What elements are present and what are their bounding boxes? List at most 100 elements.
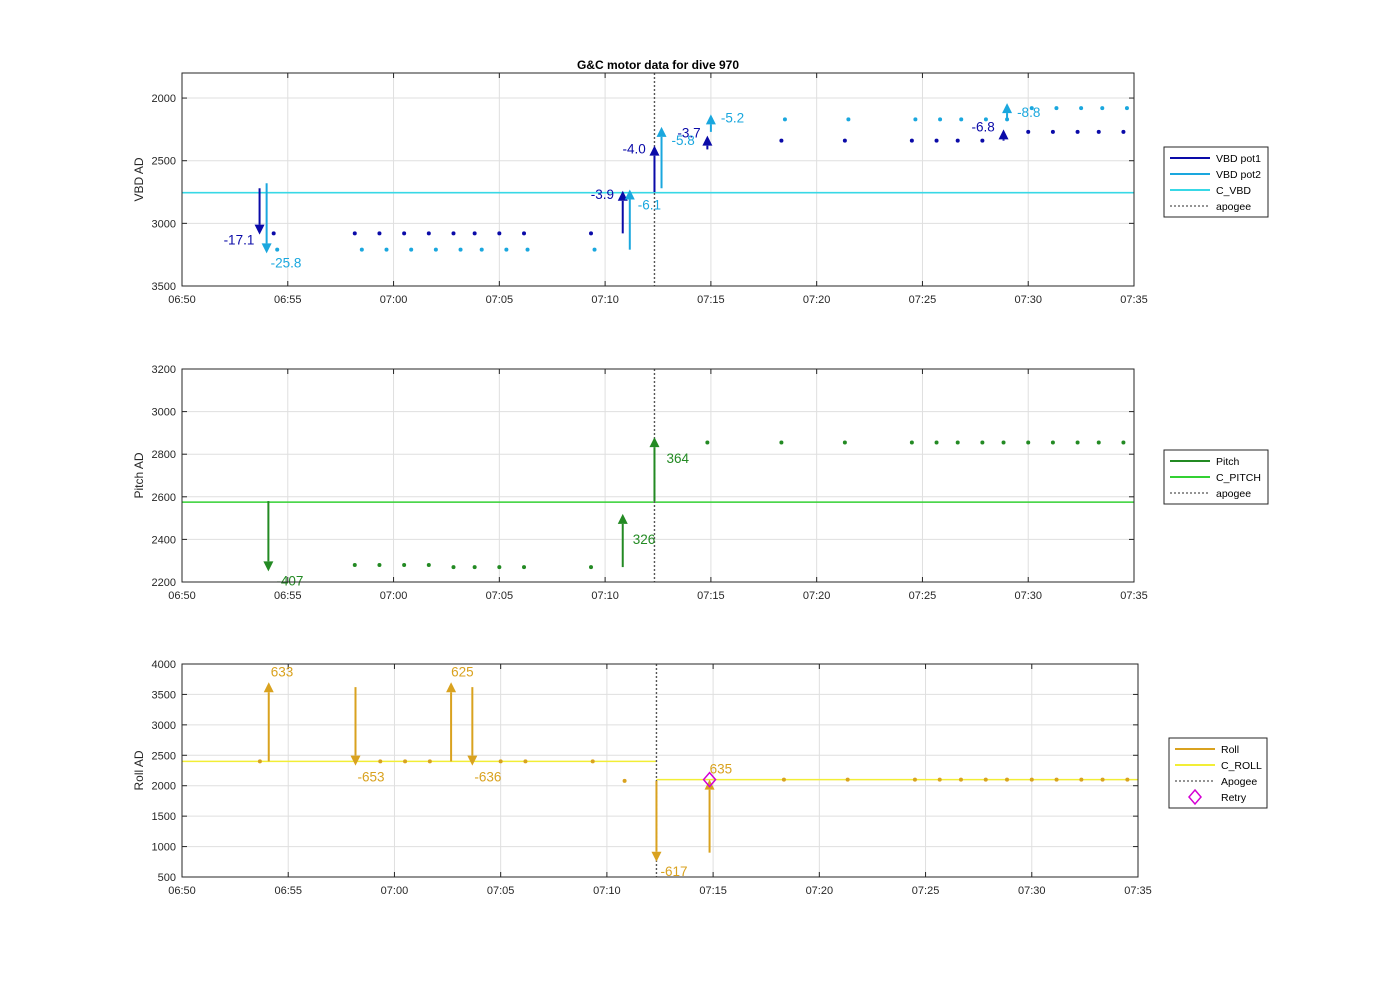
data-point-vbd-pot2 — [1029, 106, 1034, 111]
x-tick-label: 07:10 — [591, 294, 619, 306]
data-point-vbd-pot1 — [472, 231, 477, 236]
data-point-vbd-pot1 — [377, 231, 382, 236]
move-arrow-head — [263, 682, 274, 693]
data-point-roll — [523, 759, 528, 764]
data-point-vbd-pot1 — [1096, 129, 1101, 134]
y-tick-label: 3000 — [152, 218, 176, 230]
data-point-pitch — [955, 440, 960, 445]
y-tick-label: 2500 — [152, 156, 176, 168]
legend: Roll C_ROLL Apogee Retry — [1168, 737, 1268, 809]
data-point-vbd-pot2 — [359, 247, 364, 252]
data-point-vbd-pot2 — [1124, 106, 1129, 111]
plot-area — [182, 73, 1134, 286]
data-point-pitch — [472, 565, 477, 570]
data-point-vbd-pot1 — [980, 138, 985, 143]
plot-area — [182, 664, 1138, 877]
x-tick-label: 07:30 — [1018, 885, 1046, 897]
data-point-vbd-pot2 — [1054, 106, 1059, 111]
y-tick-label: 2000 — [152, 781, 176, 793]
data-point-pitch — [909, 440, 914, 445]
data-point-vbd-pot2 — [458, 247, 463, 252]
data-point-pitch — [1001, 440, 1006, 445]
data-point-pitch — [1075, 440, 1080, 445]
data-point-vbd-pot1 — [1075, 129, 1080, 134]
move-arrow-head — [649, 145, 660, 156]
data-point-vbd-pot1 — [402, 231, 407, 236]
x-tick-label: 06:55 — [274, 885, 302, 897]
data-point-vbd-pot1 — [1050, 129, 1055, 134]
legend-entry-label: Retry — [1221, 792, 1247, 804]
x-tick-label: 07:25 — [912, 885, 940, 897]
data-point-vbd-pot2 — [525, 247, 530, 252]
y-axis-label: Roll AD — [132, 750, 146, 790]
move-arrow-head — [998, 129, 1009, 140]
data-point-vbd-pot1 — [426, 231, 431, 236]
move-arrow-head — [624, 189, 635, 200]
data-point-pitch — [934, 440, 939, 445]
data-point-vbd-pot1 — [1121, 129, 1126, 134]
data-point-pitch — [522, 565, 527, 570]
y-tick-label: 500 — [158, 872, 176, 884]
data-point-pitch — [1096, 440, 1101, 445]
legend-entry-label: VBD pot2 — [1216, 169, 1261, 181]
data-point-pitch — [426, 562, 431, 567]
move-arrow-head — [446, 682, 457, 693]
x-tick-label: 07:25 — [909, 590, 937, 602]
x-tick-label: 07:20 — [806, 885, 834, 897]
x-tick-label: 07:00 — [381, 885, 409, 897]
legend-entry-label: apogee — [1216, 201, 1251, 213]
x-tick-label: 07:00 — [380, 294, 408, 306]
y-axis-label: Pitch AD — [132, 452, 146, 498]
data-point-roll — [1079, 777, 1084, 782]
data-point-vbd-pot1 — [451, 231, 456, 236]
x-tick-label: 07:30 — [1014, 590, 1042, 602]
x-tick-label: 06:50 — [168, 590, 196, 602]
retry-marker — [702, 771, 717, 788]
data-point-vbd-pot2 — [1079, 106, 1084, 111]
data-point-vbd-pot2 — [782, 117, 787, 122]
data-point-vbd-pot1 — [497, 231, 502, 236]
x-tick-label: 07:20 — [803, 590, 831, 602]
move-arrow-head — [705, 114, 716, 125]
axes-box — [181, 368, 1135, 583]
legend-entry-label: C_ROLL — [1221, 760, 1262, 772]
data-point-vbd-pot2 — [384, 247, 389, 252]
y-tick-label: 3000 — [152, 720, 176, 732]
move-arrow-head — [649, 437, 660, 448]
data-point-vbd-pot2 — [504, 247, 509, 252]
move-arrow-head — [617, 513, 628, 524]
data-point-roll — [1054, 777, 1059, 782]
move-label: 364 — [666, 451, 689, 466]
data-point-roll — [845, 777, 850, 782]
subplot-1: 06:50 06:55 07:00 07:05 07:10 07:15 07:20 07:25… — [132, 58, 1269, 306]
data-point-vbd-pot2 — [433, 247, 438, 252]
data-point-roll — [427, 759, 432, 764]
data-point-vbd-pot2 — [938, 117, 943, 122]
data-point-vbd-pot2 — [479, 247, 484, 252]
data-point-vbd-pot2 — [846, 117, 851, 122]
x-tick-label: 07:05 — [487, 885, 515, 897]
x-tick-label: 07:10 — [591, 590, 619, 602]
y-tick-label: 4000 — [152, 659, 176, 671]
move-label: -6.1 — [638, 198, 661, 213]
move-label: -3.9 — [591, 187, 614, 202]
y-tick-label: 2000 — [152, 93, 176, 105]
y-tick-label: 3200 — [152, 364, 176, 376]
move-arrow-head — [1002, 103, 1013, 114]
move-arrow-head — [467, 755, 478, 766]
data-point-roll — [1125, 777, 1130, 782]
y-tick-label: 2200 — [152, 577, 176, 589]
data-point-pitch — [497, 565, 502, 570]
data-point-roll — [983, 777, 988, 782]
move-label: 633 — [271, 664, 294, 679]
move-label: -3.7 — [677, 126, 700, 141]
data-point-vbd-pot2 — [275, 247, 280, 252]
x-tick-label: 07:05 — [486, 590, 514, 602]
x-tick-label: 07:15 — [697, 294, 725, 306]
legend-entry-label: C_VBD — [1216, 185, 1251, 197]
x-tick-label: 07:20 — [803, 294, 831, 306]
move-label: -25.8 — [271, 255, 302, 270]
move-arrow-head — [261, 243, 272, 254]
move-label: -407 — [276, 573, 303, 588]
